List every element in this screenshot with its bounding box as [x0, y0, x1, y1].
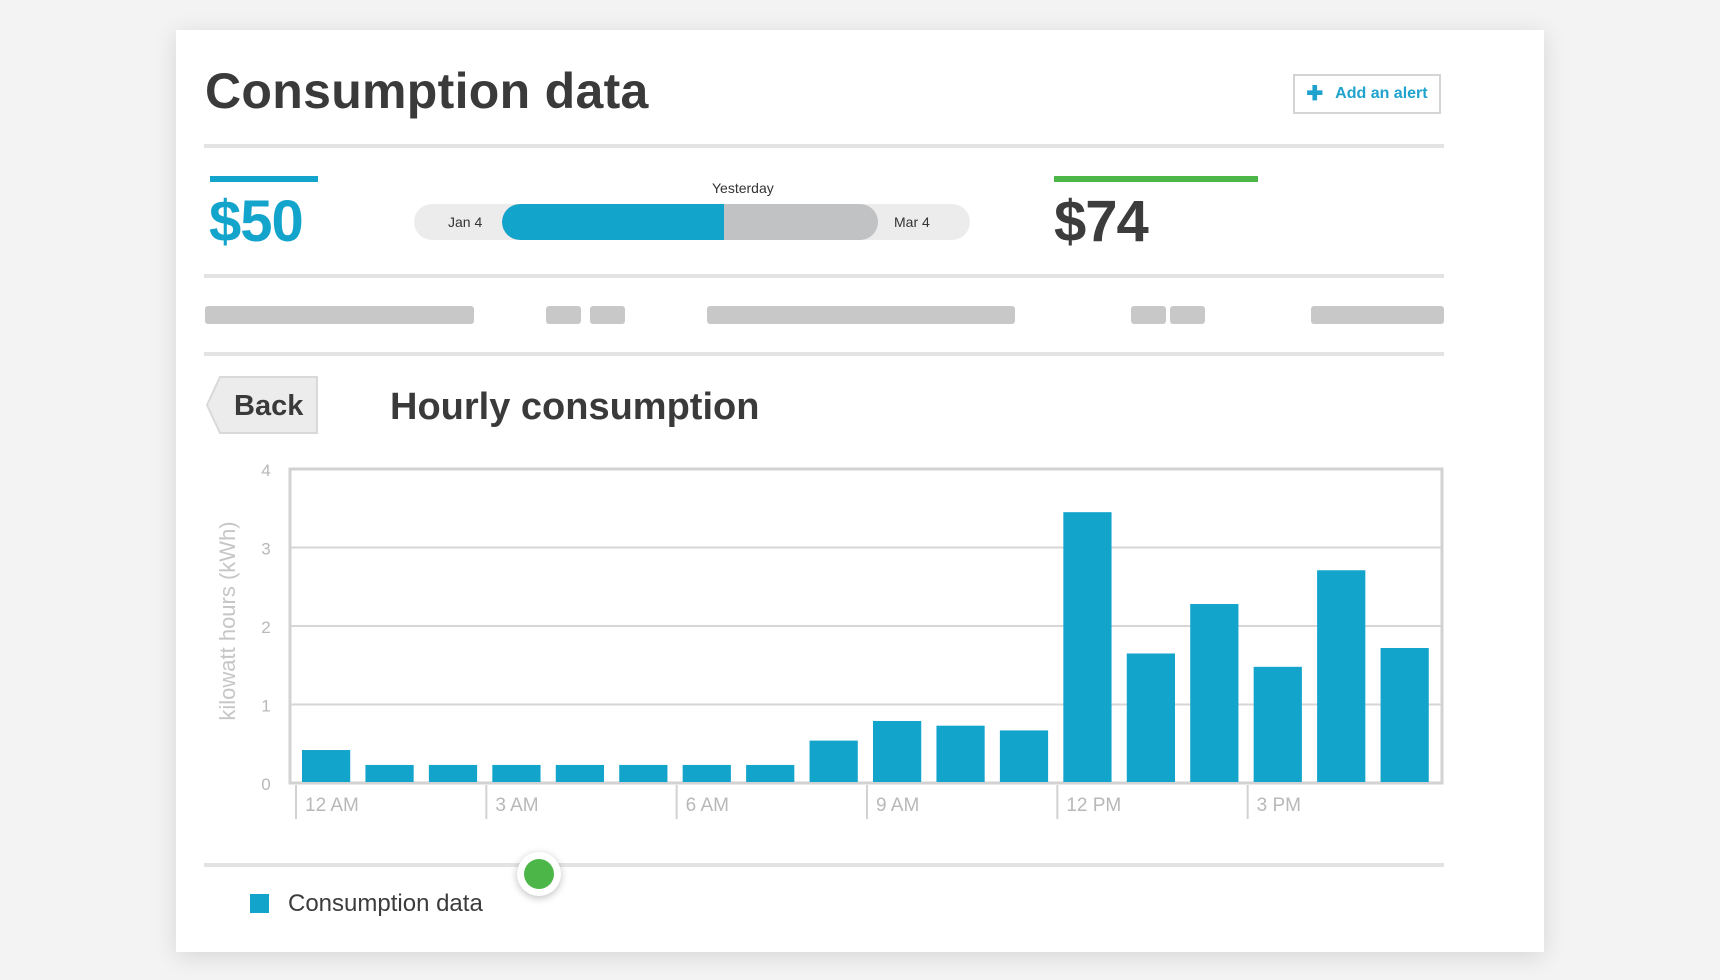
page-title: Consumption data: [205, 63, 649, 119]
bar-2-am: [428, 764, 478, 782]
bar-12-pm: [1063, 512, 1112, 782]
placeholder-bar: [1131, 306, 1166, 324]
bar-2-pm: [1190, 604, 1239, 782]
left-stat-value: $50: [209, 189, 304, 254]
plot-frame: [288, 467, 1444, 785]
timeline-track[interactable]: [204, 863, 1444, 867]
bar-7-am: [746, 764, 795, 782]
range-caption: Yesterday: [712, 180, 774, 196]
placeholder-bar: [1170, 306, 1205, 324]
bar-3-am: [492, 764, 541, 782]
date-range-slider[interactable]: Jan 4 Mar 4: [414, 204, 970, 240]
legend-label: Consumption data: [288, 890, 483, 917]
legend-swatch: [250, 894, 269, 913]
left-stat-accent-bar: [210, 176, 318, 182]
x-tick-label: 3 AM: [495, 795, 538, 816]
back-button-shape: [206, 376, 318, 434]
chart-title: Hourly consumption: [390, 386, 760, 428]
range-track[interactable]: [502, 204, 878, 240]
placeholder-bar: [205, 306, 474, 324]
bar-3-pm: [1253, 666, 1302, 782]
range-start-label: Jan 4: [448, 214, 483, 230]
x-tick-label: 12 AM: [305, 795, 359, 816]
back-button[interactable]: Back: [206, 376, 318, 434]
placeholder-bar: [546, 306, 581, 324]
y-tick-label: 0: [261, 775, 270, 794]
x-tick-label: 12 PM: [1066, 795, 1121, 816]
y-tick-label: 3: [261, 540, 270, 559]
bar-6-am: [682, 764, 731, 782]
add-alert-label: Add an alert: [1335, 85, 1428, 102]
divider: [204, 144, 1444, 148]
bar-12-am: [302, 750, 351, 782]
y-axis-label: kilowatt hours (kWh): [215, 521, 240, 720]
x-tick-label: 9 AM: [876, 795, 919, 816]
bar-5-pm: [1380, 647, 1429, 782]
timeline-slider-handle[interactable]: [517, 852, 561, 896]
bar-4-am: [555, 764, 604, 782]
range-progress-fill: [502, 204, 724, 240]
bar-9-am: [873, 720, 922, 782]
placeholder-bar: [590, 306, 625, 324]
placeholder-bar: [1311, 306, 1444, 324]
y-tick-label: 2: [261, 618, 270, 637]
y-tick-label: 4: [261, 461, 270, 480]
bar-5-am: [619, 764, 668, 782]
bar-1-am: [365, 764, 414, 782]
y-tick-label: 1: [261, 697, 270, 716]
x-tick-label: 6 AM: [686, 795, 729, 816]
add-alert-button[interactable]: ✚ Add an alert: [1293, 74, 1441, 114]
bar-10-am: [936, 725, 985, 782]
bar-1-pm: [1126, 653, 1175, 782]
divider: [204, 352, 1444, 356]
back-button-label: Back: [234, 390, 304, 422]
x-tick-label: 3 PM: [1257, 795, 1301, 816]
bar-11-am: [999, 730, 1049, 782]
bar-8-am: [809, 740, 858, 782]
plus-icon: ✚: [1306, 83, 1324, 105]
range-end-label: Mar 4: [894, 214, 930, 230]
right-stat-value: $74: [1054, 189, 1149, 254]
placeholder-bar: [707, 306, 1015, 324]
divider: [204, 274, 1444, 278]
right-stat-accent-bar: [1054, 176, 1258, 182]
consumption-card: [176, 30, 1544, 952]
bar-4-pm: [1317, 570, 1366, 782]
